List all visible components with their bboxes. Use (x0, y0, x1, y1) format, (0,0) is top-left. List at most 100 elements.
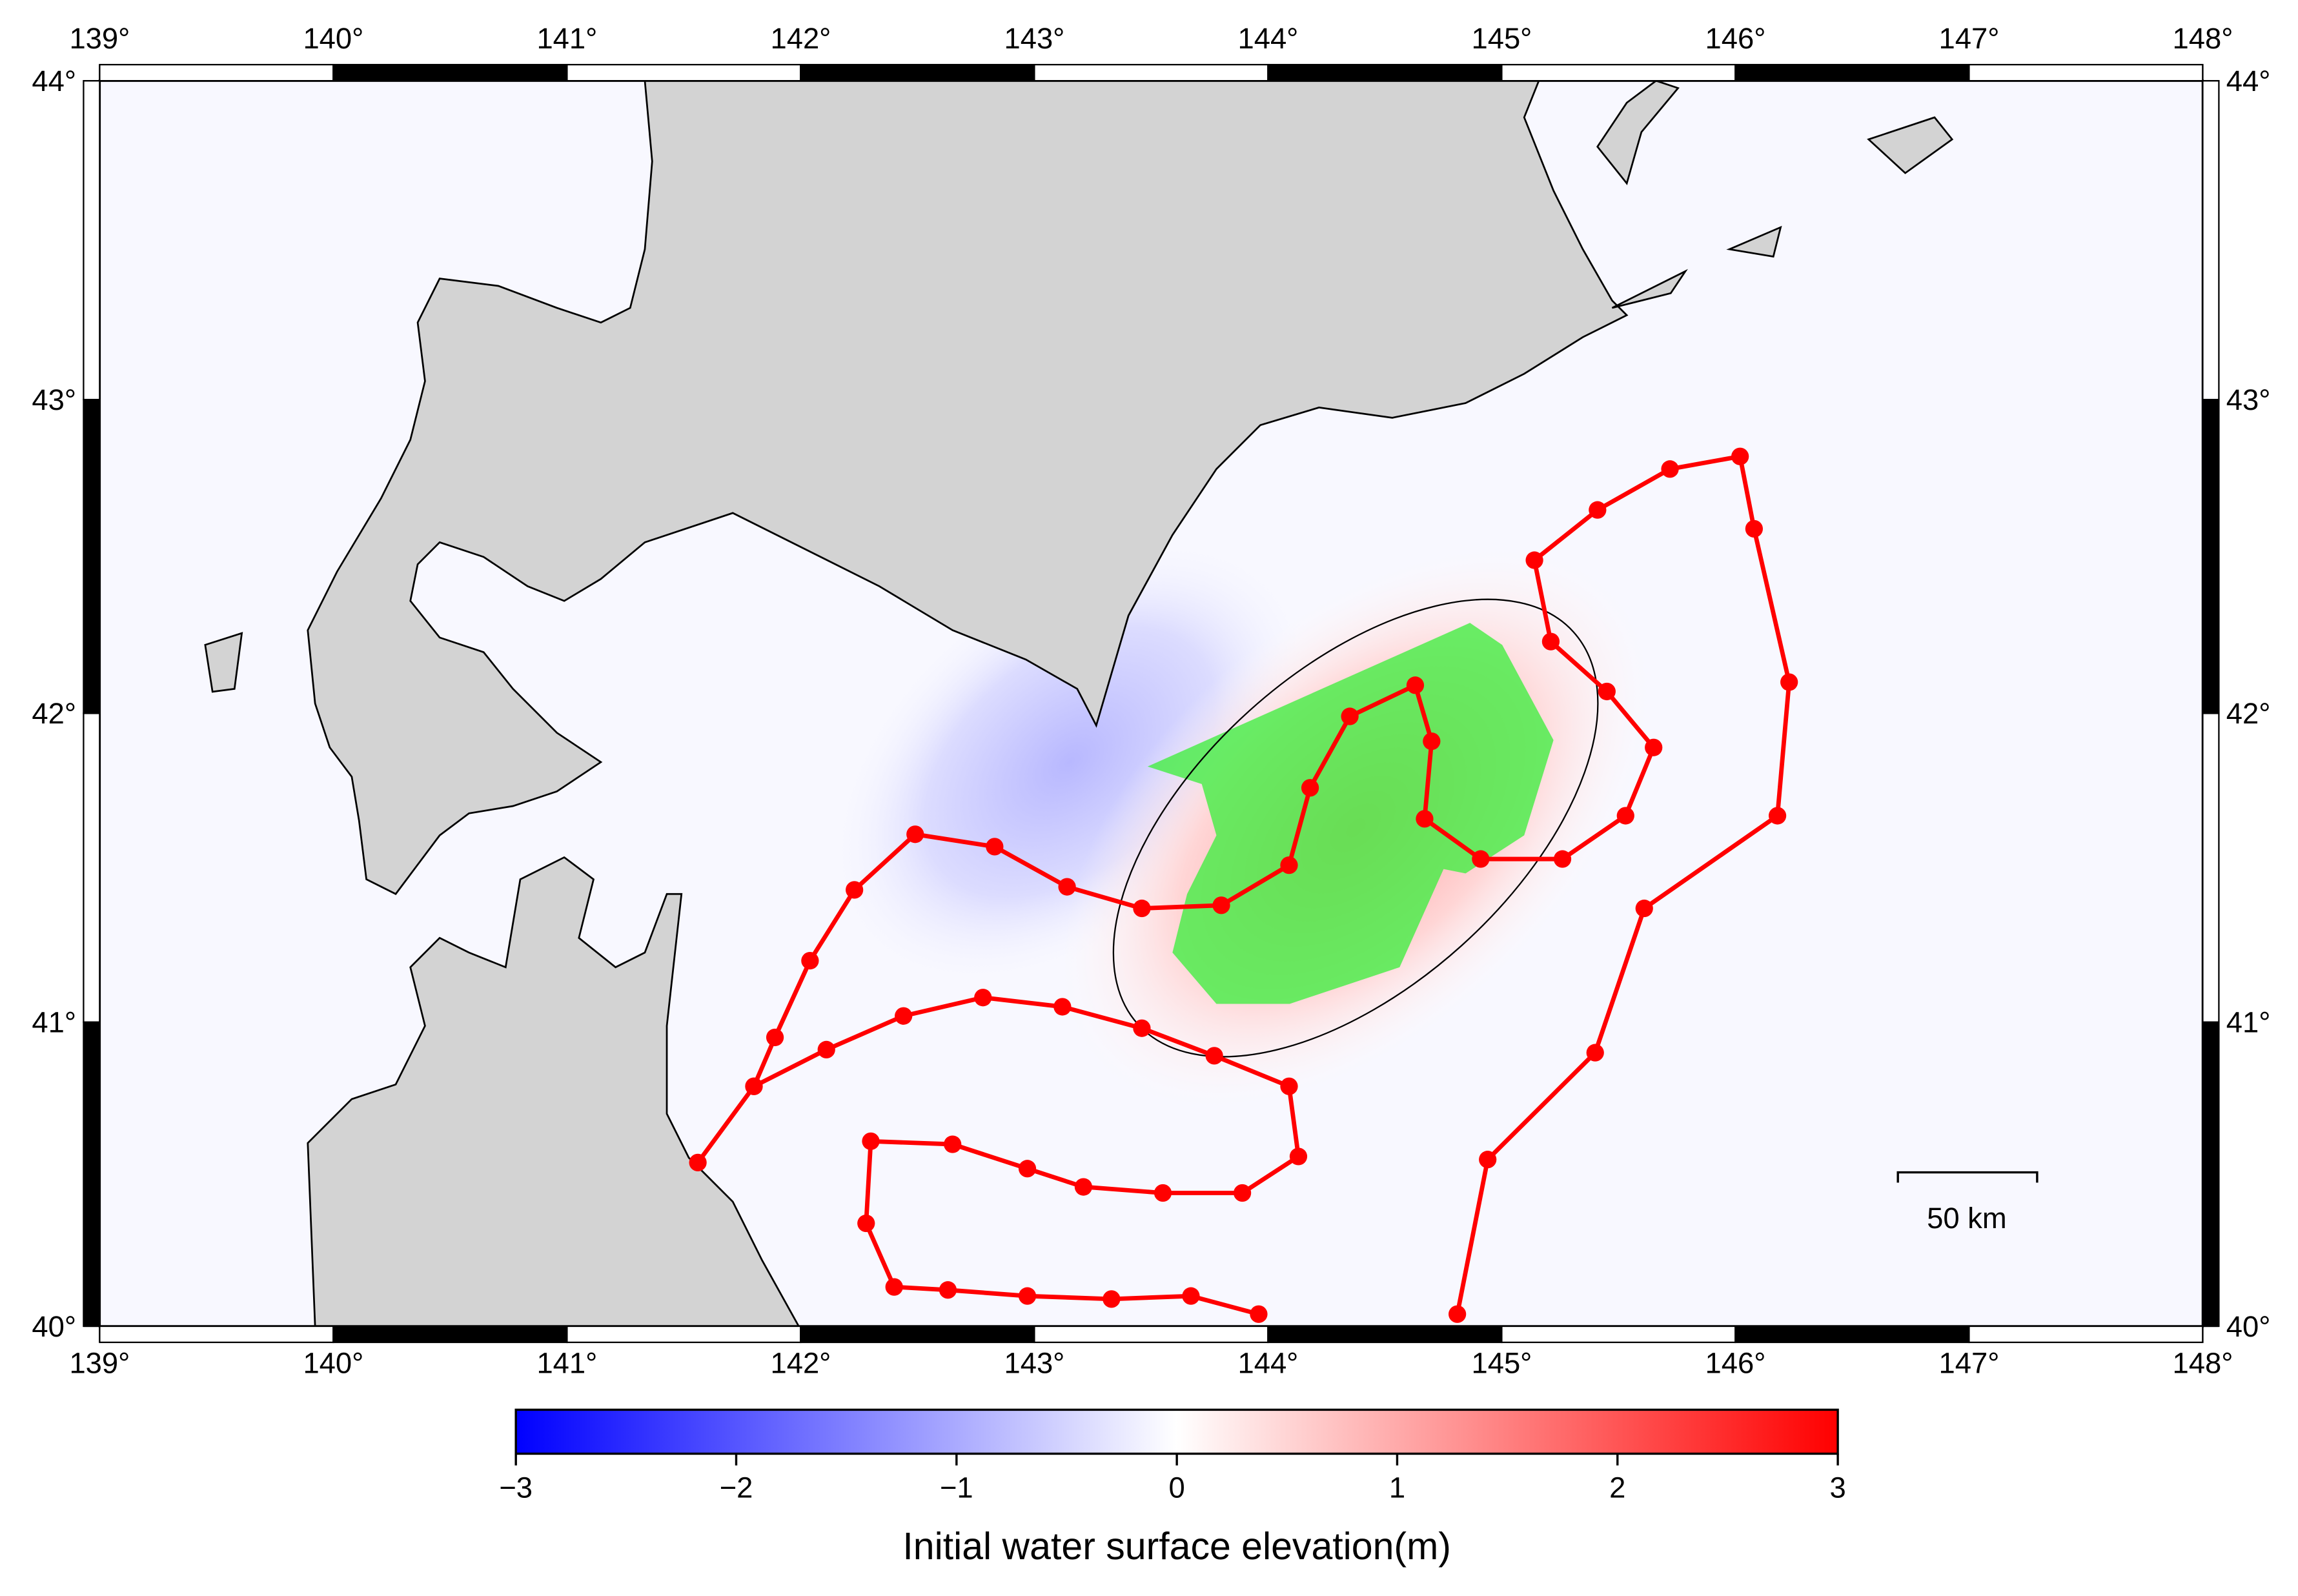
track-point (939, 1281, 957, 1299)
border-segment (83, 79, 101, 401)
track-point (817, 1040, 835, 1059)
track-point (1416, 810, 1434, 828)
track-point (846, 881, 864, 899)
track-point (1635, 899, 1653, 918)
track-point (986, 838, 1004, 856)
border-segment (1501, 64, 1736, 82)
track-point (1182, 1287, 1200, 1305)
colorbar-tick-label: −3 (499, 1471, 533, 1504)
lat-label-right: 41° (2226, 1006, 2271, 1039)
scale-bar-line (1896, 1171, 2039, 1183)
track-point (1745, 520, 1763, 538)
track-point (1280, 1077, 1298, 1095)
track-point (745, 1077, 763, 1095)
border-segment (1968, 1325, 2204, 1344)
lon-label-bottom: 143° (1004, 1347, 1064, 1380)
border-segment (800, 64, 1035, 82)
track-line (753, 995, 1301, 1317)
track-point (1589, 501, 1607, 519)
track-point (1525, 551, 1543, 569)
colorbar-tick-label: 1 (1389, 1471, 1405, 1504)
lon-label-top: 148° (2172, 22, 2233, 55)
track-point (1074, 1178, 1093, 1196)
track-point (974, 989, 992, 1007)
lon-label-top: 145° (1471, 22, 1532, 55)
border-segment (332, 64, 568, 82)
track-point (1423, 732, 1441, 751)
colorbar-tick-label: −2 (720, 1471, 753, 1504)
track-point (1472, 850, 1490, 868)
track-point (1301, 779, 1319, 797)
scale-bar-label: 50 km (1927, 1202, 2007, 1235)
track-point (944, 1135, 962, 1153)
map-body (99, 81, 2203, 1326)
track-point (1780, 673, 1798, 691)
lon-label-top: 140° (303, 22, 363, 55)
lon-label-bottom: 146° (1705, 1347, 1765, 1380)
lon-label-bottom: 140° (303, 1347, 363, 1380)
track-point (1768, 807, 1787, 825)
lon-label-top: 139° (69, 22, 130, 55)
border-segment (2202, 79, 2220, 401)
border-segment (1501, 1325, 1736, 1344)
lat-label-left: 43° (32, 383, 76, 416)
colorbar-tick-label: −1 (940, 1471, 973, 1504)
border-segment (566, 64, 802, 82)
track-point (885, 1278, 903, 1296)
lat-label-left: 42° (32, 697, 76, 730)
border-segment (83, 399, 101, 714)
border-segment (1267, 1325, 1503, 1344)
lat-label-right: 42° (2226, 697, 2271, 730)
lon-label-top: 146° (1705, 22, 1765, 55)
track-point (801, 951, 819, 970)
land-hokkaido (307, 81, 1629, 895)
track-point (1553, 850, 1572, 868)
lon-label-top: 141° (536, 22, 597, 55)
colorbar-tick-label: 3 (1829, 1471, 1846, 1504)
colorbar-tick-label: 0 (1169, 1471, 1185, 1504)
lon-label-top: 147° (1938, 22, 1999, 55)
border-segment (1734, 64, 1970, 82)
border-segment (566, 1325, 802, 1344)
lat-label-right: 43° (2226, 383, 2271, 416)
track-point (1018, 1287, 1037, 1305)
track-point (1205, 1047, 1223, 1065)
border-segment (800, 1325, 1035, 1344)
track-point (1250, 1305, 1268, 1323)
track-point (1586, 1044, 1604, 1062)
track-point (1154, 1184, 1172, 1202)
track-point (1233, 1184, 1252, 1202)
track-point (1289, 1147, 1308, 1166)
land-islands (204, 81, 1954, 693)
fault-area (1147, 623, 1554, 1004)
border-segment (2202, 1021, 2220, 1328)
border-segment (2202, 399, 2220, 714)
track-point (1212, 896, 1230, 914)
lat-label-left: 40° (32, 1310, 76, 1343)
track-point (1018, 1160, 1037, 1178)
border-segment (1033, 64, 1269, 82)
border-segment (99, 64, 334, 82)
border-segment (1267, 64, 1503, 82)
border-segment (2202, 712, 2220, 1023)
lat-label-left: 44° (32, 65, 76, 97)
track-point (1541, 632, 1560, 651)
colorbar-tick-label: 2 (1609, 1471, 1625, 1504)
border-segment (1033, 1325, 1269, 1344)
track-point (1479, 1151, 1497, 1169)
lon-label-top: 144° (1237, 22, 1298, 55)
track-point (862, 1132, 880, 1150)
track-point (1449, 1305, 1467, 1323)
border: 139° 139° 140° 140° 141° 141° 142° 142° 143° 143°… (32, 22, 2270, 1379)
track-point (1280, 856, 1298, 874)
track-point (1133, 899, 1151, 918)
lon-label-bottom: 147° (1938, 1347, 1999, 1380)
track-point (1661, 460, 1679, 478)
track-point (766, 1028, 784, 1047)
track-point (1645, 738, 1663, 756)
border-segment (99, 1325, 334, 1344)
track-point (1053, 998, 1072, 1016)
track-point (1341, 707, 1359, 725)
